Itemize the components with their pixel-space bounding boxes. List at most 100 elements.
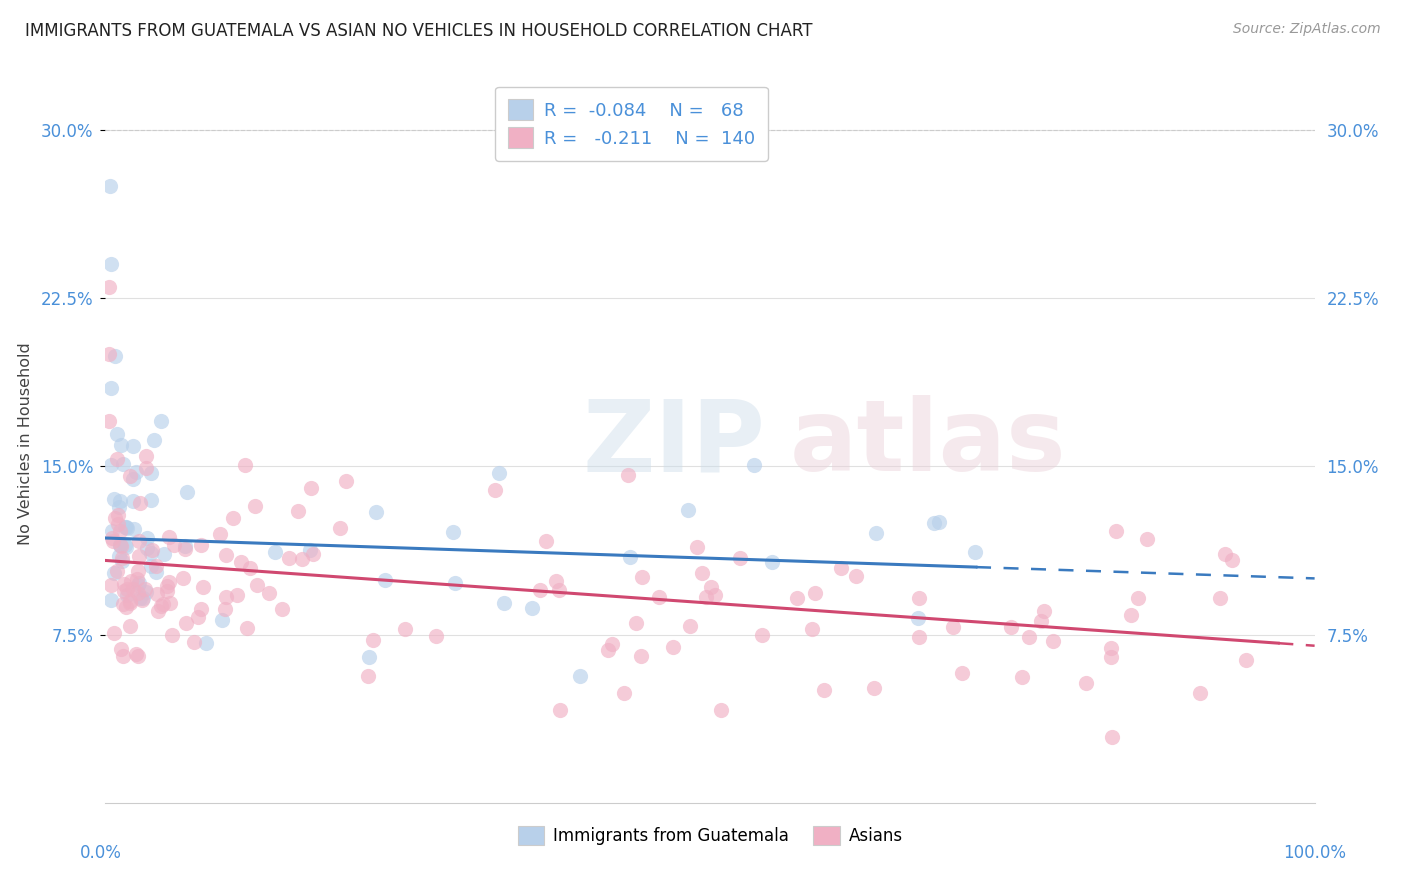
- Point: [114, 541, 136, 555]
- Point: [209, 527, 232, 541]
- Point: [115, 600, 138, 615]
- Point: [146, 604, 169, 618]
- Point: [122, 523, 145, 537]
- Point: [131, 592, 153, 607]
- Point: [624, 616, 647, 631]
- Point: [120, 574, 142, 589]
- Point: [115, 521, 138, 535]
- Text: atlas: atlas: [789, 395, 1066, 492]
- Point: [928, 515, 950, 529]
- Point: [115, 582, 138, 597]
- Point: [136, 541, 159, 555]
- Point: [125, 466, 148, 480]
- Point: [98, 414, 121, 428]
- Point: [121, 582, 143, 596]
- Point: [862, 681, 884, 695]
- Point: [685, 541, 707, 555]
- Point: [150, 414, 173, 428]
- Point: [145, 559, 167, 574]
- Point: [488, 466, 510, 480]
- Point: [183, 635, 205, 649]
- Point: [761, 555, 783, 569]
- Point: [100, 381, 122, 395]
- Point: [129, 496, 152, 510]
- Point: [1011, 670, 1033, 684]
- Point: [127, 578, 149, 592]
- Point: [631, 570, 654, 584]
- Point: [1220, 553, 1243, 567]
- Point: [118, 596, 141, 610]
- Point: [830, 561, 852, 575]
- Point: [246, 577, 269, 591]
- Point: [128, 533, 150, 548]
- Point: [277, 551, 299, 566]
- Point: [690, 566, 713, 580]
- Point: [141, 546, 163, 560]
- Point: [598, 642, 620, 657]
- Point: [1099, 650, 1122, 665]
- Point: [195, 636, 218, 650]
- Point: [100, 531, 122, 545]
- Point: [112, 597, 135, 611]
- Point: [1042, 633, 1064, 648]
- Point: [156, 579, 179, 593]
- Point: [157, 530, 180, 544]
- Point: [127, 586, 149, 600]
- Point: [128, 549, 150, 563]
- Point: [156, 583, 179, 598]
- Point: [153, 547, 176, 561]
- Point: [97, 279, 120, 293]
- Point: [801, 622, 824, 636]
- Point: [211, 613, 233, 627]
- Point: [191, 580, 214, 594]
- Point: [271, 601, 294, 615]
- Point: [114, 519, 136, 533]
- Point: [245, 499, 267, 513]
- Point: [122, 439, 145, 453]
- Point: [103, 566, 125, 580]
- Point: [950, 665, 973, 680]
- Point: [1189, 686, 1212, 700]
- Point: [444, 575, 467, 590]
- Point: [613, 686, 636, 700]
- Point: [1119, 607, 1142, 622]
- Point: [190, 538, 212, 552]
- Point: [108, 549, 131, 563]
- Point: [152, 597, 174, 611]
- Point: [728, 551, 751, 566]
- Point: [263, 545, 285, 559]
- Point: [108, 538, 131, 552]
- Point: [108, 494, 131, 508]
- Point: [127, 564, 149, 578]
- Point: [287, 504, 309, 518]
- Point: [105, 564, 128, 578]
- Point: [907, 591, 929, 606]
- Point: [922, 516, 945, 530]
- Point: [1209, 591, 1232, 605]
- Point: [222, 511, 245, 525]
- Point: [1101, 730, 1123, 744]
- Point: [139, 493, 162, 508]
- Point: [548, 583, 571, 598]
- Point: [125, 647, 148, 661]
- Point: [225, 588, 247, 602]
- Point: [215, 548, 238, 562]
- Point: [163, 538, 186, 552]
- Point: [374, 574, 396, 588]
- Text: ZIP: ZIP: [582, 395, 765, 492]
- Point: [1234, 653, 1257, 667]
- Point: [366, 505, 388, 519]
- Point: [108, 537, 131, 551]
- Point: [110, 642, 132, 657]
- Point: [115, 520, 138, 534]
- Point: [149, 599, 172, 613]
- Point: [844, 569, 866, 583]
- Point: [174, 616, 197, 631]
- Point: [359, 649, 381, 664]
- Point: [233, 458, 256, 472]
- Point: [942, 620, 965, 634]
- Point: [127, 649, 149, 664]
- Point: [751, 628, 773, 642]
- Point: [135, 585, 157, 599]
- Point: [813, 683, 835, 698]
